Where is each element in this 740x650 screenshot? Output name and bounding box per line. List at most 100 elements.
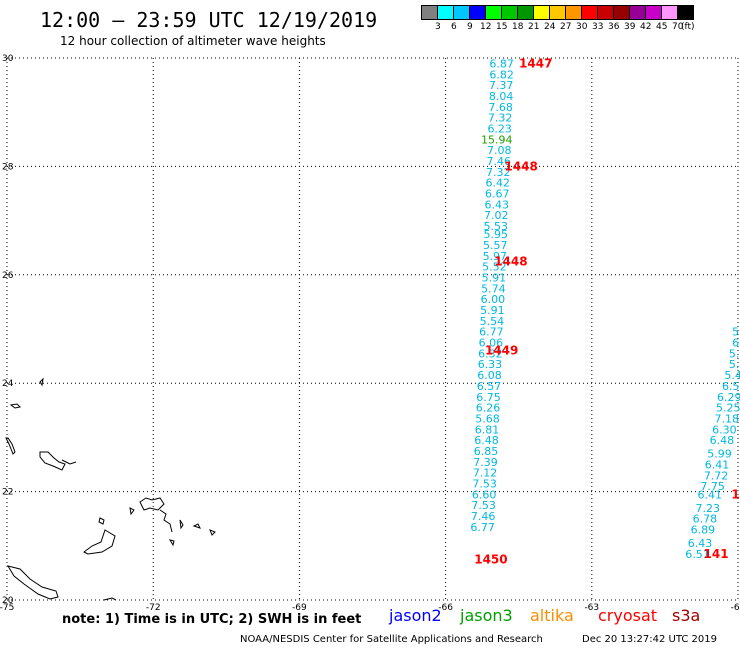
legend-label: 30 — [576, 22, 588, 32]
swh-value: 6.87 — [489, 57, 514, 70]
swh-value: 6.41 — [697, 488, 722, 501]
swh-value: 7.68 — [488, 101, 513, 114]
swh-value: 5.68 — [475, 412, 500, 425]
time-label: 141 — [704, 547, 729, 561]
legend-swatch — [677, 5, 694, 20]
island-outline — [103, 597, 117, 601]
swh-value: 7.12 — [473, 467, 498, 480]
legend-label: 21 — [528, 22, 540, 32]
satellite-altika: altika — [530, 606, 574, 625]
island-outline — [6, 565, 59, 600]
swh-value: 6.48 — [474, 434, 499, 447]
y-tick-label: 30 — [2, 54, 14, 64]
wave-height-tracks: 6.876.827.378.047.687.326.2315.947.087.4… — [470, 56, 740, 566]
swh-value: 6.81 — [475, 423, 500, 436]
swh-value: 6.57 — [477, 380, 502, 393]
time-label: 1448 — [494, 254, 527, 268]
legend-label: 27 — [560, 22, 572, 32]
swh-value: 6.85 — [474, 445, 499, 458]
island-outline — [9, 403, 22, 409]
time-label: 1449 — [485, 344, 518, 358]
legend-label: (ft) — [681, 22, 695, 32]
legend-label: 3 — [435, 22, 441, 32]
legend-label: 70 — [672, 22, 684, 32]
swh-value: 6.41 — [705, 459, 730, 472]
swh-value: 7.08 — [487, 144, 512, 157]
satellite-jason3: jason3 — [460, 606, 513, 625]
swh-value: 6.43 — [688, 537, 713, 550]
swh-value: 5.91 — [480, 304, 505, 317]
swh-value: 6.43 — [485, 198, 510, 211]
swh-value: 6.30 — [712, 423, 737, 436]
swh-value: 7.23 — [696, 502, 721, 515]
swh-value: 6.89 — [691, 524, 716, 537]
swh-value: 6.5 — [722, 380, 740, 393]
swh-value: 6.67 — [485, 188, 510, 201]
legend-label: 18 — [512, 22, 524, 32]
legend-label: 6 — [451, 22, 457, 32]
swh-value: 7.75 — [700, 480, 725, 493]
swh-value: 5.91 — [482, 272, 507, 285]
swh-value: 6.00 — [481, 293, 506, 306]
swh-value: 5.4 — [724, 369, 740, 382]
island-outline — [209, 529, 216, 536]
island-outline — [5, 437, 16, 455]
swh-value: 6.42 — [485, 177, 510, 190]
swh-value: 7.39 — [473, 456, 498, 469]
swh-value: 7.46 — [486, 155, 511, 168]
legend-label: 36 — [608, 22, 620, 32]
swh-value: 7.18 — [715, 412, 740, 425]
swh-value: 5.95 — [484, 228, 509, 241]
note-text: note: 1) Time is in UTC; 2) SWH is in fe… — [62, 612, 362, 627]
island-outline — [98, 517, 105, 525]
legend-label: 42 — [640, 22, 652, 32]
swh-value: 6.75 — [476, 391, 501, 404]
island-outline — [159, 509, 173, 533]
swh-value: 5.25 — [716, 402, 740, 415]
y-tick-label: 26 — [2, 271, 14, 281]
island-outline — [61, 459, 77, 465]
footer-timestamp: Dec 20 13:27:42 UTC 2019 — [582, 634, 717, 645]
time-label: 1447 — [519, 56, 552, 70]
legend-label: 33 — [592, 22, 604, 32]
swh-value: 5.52 — [482, 261, 507, 274]
swh-value: 5.99 — [707, 448, 732, 461]
swh-value: 6.08 — [477, 369, 502, 382]
swh-value: 7.53 — [471, 499, 496, 512]
swh-value: 5.57 — [483, 239, 508, 252]
swh-value: 6 — [732, 337, 739, 350]
legend-label: 45 — [656, 22, 668, 32]
satellite-cryosat: cryosat — [598, 606, 658, 625]
time-label: 1448 — [504, 159, 537, 173]
legend-label: 12 — [480, 22, 492, 32]
swh-value: 6.32 — [478, 347, 503, 360]
swh-value: 7.32 — [486, 166, 511, 179]
color-legend-labels: 3 6 9 12 15 18 21 24 27 30 33 36 39 42 45 70 (ft) — [421, 22, 740, 34]
swh-value: 6.78 — [693, 513, 718, 526]
swh-value: 6.23 — [487, 122, 512, 135]
swh-value: 15.94 — [481, 133, 513, 146]
satellite-jason2: jason2 — [389, 606, 442, 625]
swh-value: 5.54 — [480, 315, 505, 328]
swh-value: 7.46 — [471, 510, 496, 523]
coastline — [5, 377, 216, 601]
swh-value: 6.77 — [479, 326, 504, 339]
x-tick-label: -66 — [438, 603, 453, 613]
swh-value: 6.60 — [472, 488, 497, 501]
time-label: 1 — [731, 487, 739, 501]
swh-value: 8.04 — [489, 90, 514, 103]
swh-value: 6.26 — [476, 402, 501, 415]
swh-value: 5. — [729, 358, 740, 371]
footer-credit: NOAA/NESDIS Center for Satellite Applica… — [240, 634, 543, 645]
island-outline — [39, 377, 44, 387]
x-tick-label: -69 — [292, 603, 307, 613]
y-tick-label: 22 — [2, 488, 13, 498]
swh-value: 7.37 — [489, 79, 514, 92]
legend-label: 24 — [544, 22, 556, 32]
axis-ticks: -75 -72 -69 -66 -63 -60 30 28 26 24 22 20 — [0, 54, 740, 613]
swh-value: 6.82 — [489, 68, 514, 81]
swh-value: 6.77 — [470, 521, 495, 534]
y-tick-label: 24 — [2, 379, 14, 389]
swh-value: 7.32 — [488, 112, 513, 125]
